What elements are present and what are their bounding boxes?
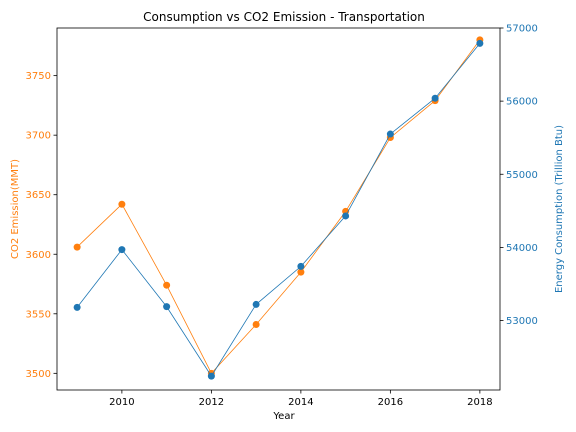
right-y-axis-label: Energy Consumption (Trillion Btu) [554,125,565,293]
x-axis-label: Year [272,411,295,422]
data-point-left [252,321,260,329]
data-point-right [342,212,350,220]
left-y-tick-label: 3750 [26,71,51,82]
data-point-right [297,262,305,270]
left-y-tick-label: 3700 [26,131,51,142]
data-point-right [118,246,126,254]
data-point-left [73,243,81,251]
left-y-axis-label: CO2 Emission(MMT) [10,159,21,259]
series-line-left [76,39,481,374]
plot-frame [56,27,501,391]
right-y-tick-label: 53000 [506,316,538,327]
data-point-right [73,303,81,311]
data-point-right [476,39,484,47]
plot-area: 2010 2012 2014 2016 2018 3500 3550 3600 3650 3700… [26,24,538,409]
data-point-right [431,94,439,102]
left-y-tick-label: 3600 [26,250,51,261]
x-tick-label: 2010 [109,397,134,408]
data-point-right [163,303,171,311]
data-point-right [207,372,215,380]
x-tick-label: 2014 [288,397,313,408]
data-point-right [386,130,394,138]
data-point-left [118,200,126,208]
left-y-tick-label: 3650 [26,190,51,201]
x-tick-label: 2018 [467,397,492,408]
right-y-tick-label: 57000 [506,24,538,35]
x-tick-label: 2012 [199,397,224,408]
data-point-left [297,268,305,276]
right-y-tick-label: 55000 [506,170,538,181]
series-line-right [76,43,481,377]
data-point-right [252,300,260,308]
chart-title: Consumption vs CO2 Emission - Transporta… [143,10,425,24]
right-y-tick-label: 56000 [506,97,538,108]
data-point-left [163,281,171,289]
right-y-tick-label: 54000 [506,243,538,254]
left-y-tick-label: 3500 [26,369,51,380]
x-tick-label: 2016 [378,397,403,408]
left-y-tick-label: 3550 [26,309,51,320]
